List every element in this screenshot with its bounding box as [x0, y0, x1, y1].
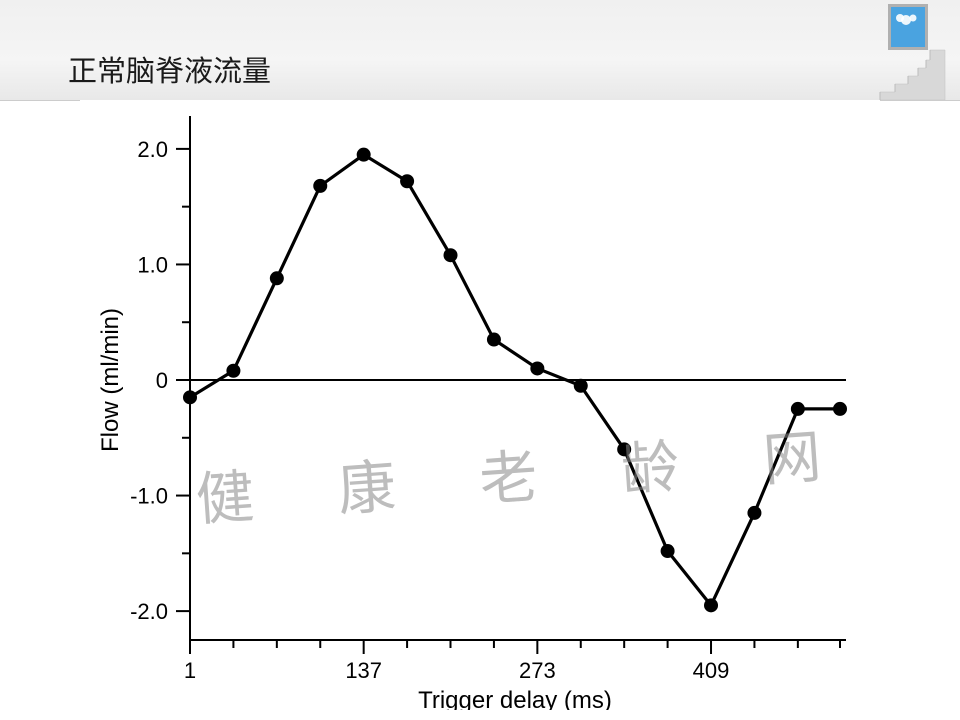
- svg-text:273: 273: [519, 658, 556, 683]
- flow-chart: -2.0 -1.0 0 1.0 2.0 1 137 273 409 Trigger delay (…: [80, 100, 880, 710]
- corner-decoration: [850, 0, 960, 100]
- page-title: 正常脑脊液流量: [68, 48, 271, 90]
- svg-text:2.0: 2.0: [137, 137, 168, 162]
- chart-container: -2.0 -1.0 0 1.0 2.0 1 137 273 409 Trigger delay (…: [80, 100, 880, 710]
- svg-text:Trigger delay (ms): Trigger delay (ms): [418, 687, 612, 710]
- svg-text:137: 137: [345, 658, 382, 683]
- svg-text:-2.0: -2.0: [130, 599, 168, 624]
- svg-text:0: 0: [156, 368, 168, 393]
- svg-text:409: 409: [693, 658, 730, 683]
- svg-text:Flow (ml/min): Flow (ml/min): [97, 308, 124, 452]
- header-bar: 正常脑脊液流量: [0, 0, 960, 101]
- svg-text:-1.0: -1.0: [130, 484, 168, 509]
- svg-text:1.0: 1.0: [137, 252, 168, 277]
- svg-text:1: 1: [184, 658, 196, 683]
